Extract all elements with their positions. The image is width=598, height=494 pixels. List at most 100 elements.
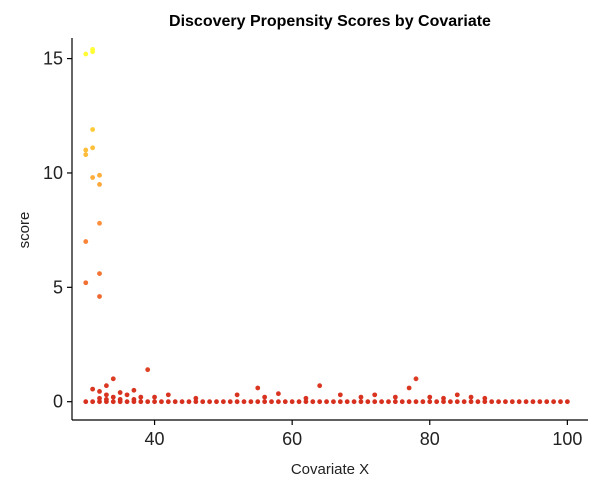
data-point [276,399,281,405]
data-point [331,399,336,405]
data-point [165,399,171,405]
data-point [234,392,240,398]
data-point [97,395,102,401]
data-point [97,294,102,299]
data-point [399,399,405,405]
data-point [482,399,488,405]
data-point [152,394,157,400]
data-points [83,47,570,405]
data-point [83,51,89,57]
data-point [207,399,213,405]
data-point [365,399,371,405]
data-point [104,399,109,405]
y-tick-label: 0 [53,392,63,412]
data-point [186,399,192,405]
data-point [97,220,102,226]
data-point [489,399,495,405]
data-point [152,399,157,405]
y-tick-label: 5 [53,277,63,297]
data-point [83,147,89,153]
data-point [413,399,419,405]
data-point [427,399,433,405]
data-point [537,399,543,405]
data-point [138,394,144,400]
data-point [276,391,281,397]
x-tick-label: 60 [282,429,302,449]
data-point [138,399,144,405]
data-point [413,376,419,382]
data-point [372,392,378,398]
x-ticks: 40 60 80 100 [145,420,582,449]
data-point [351,399,357,405]
chart-title: Discovery Propensity Scores by Covariate [169,13,491,30]
data-point [97,389,102,394]
data-point [117,390,123,395]
data-point [172,399,178,405]
data-point [234,399,240,405]
data-point [420,399,426,405]
data-point [282,399,288,405]
data-point [248,399,254,405]
y-tick-label: 10 [43,163,63,183]
data-point [482,395,488,401]
data-point [90,175,96,180]
data-point [427,394,433,400]
data-point [406,399,412,405]
data-point [255,399,261,405]
data-point [97,181,102,187]
data-point [90,386,96,392]
data-point [97,271,102,277]
data-point [83,239,89,244]
data-point [509,399,515,405]
data-point [131,387,137,393]
data-point [97,399,102,405]
data-point [83,399,89,405]
data-point [179,399,185,405]
data-point [516,399,522,405]
data-point [220,399,226,405]
data-point [104,383,109,389]
data-point [90,127,96,132]
data-point [97,172,102,178]
data-point [468,399,474,405]
data-point [83,152,89,158]
data-point [241,399,247,405]
data-point [564,399,570,405]
data-point [475,399,481,405]
data-point [303,399,309,405]
data-point [503,399,508,405]
data-point [392,399,398,405]
data-point [117,399,123,405]
data-point [124,399,130,405]
data-point [227,399,233,405]
data-point [110,394,116,400]
data-point [434,399,440,405]
x-axis-label: Covariate X [291,461,369,478]
data-point [262,399,268,405]
x-tick-label: 40 [145,429,165,449]
data-point [124,392,130,398]
data-point [90,399,96,405]
data-point [448,399,453,405]
data-point [303,395,309,401]
data-point [324,399,329,405]
data-point [454,399,460,405]
y-ticks: 0 5 10 15 [43,49,72,412]
data-point [392,394,398,400]
y-tick-label: 15 [43,49,63,69]
data-point [441,399,446,405]
data-point [269,399,274,405]
data-point [289,399,295,405]
data-point [145,367,151,373]
data-point [214,399,219,405]
data-point [131,399,137,405]
data-point [296,399,302,405]
data-point [496,399,501,405]
data-point [461,399,467,405]
data-point [90,145,96,151]
data-point [104,392,109,398]
data-point [165,392,171,398]
data-point [110,399,116,405]
data-point [200,399,206,405]
